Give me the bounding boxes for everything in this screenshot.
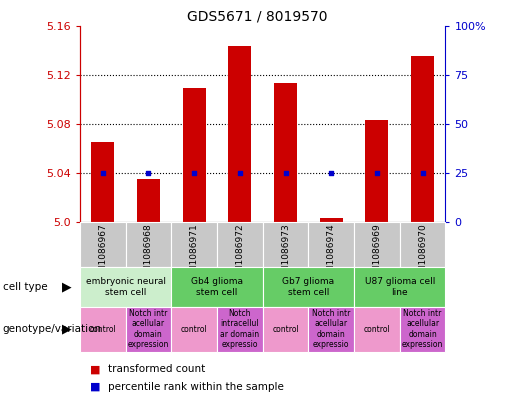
Text: Gb7 glioma
stem cell: Gb7 glioma stem cell bbox=[282, 277, 334, 297]
Bar bbox=[137, 179, 160, 222]
Text: transformed count: transformed count bbox=[108, 364, 205, 375]
Point bbox=[144, 170, 152, 176]
Bar bbox=[400, 307, 445, 352]
Bar bbox=[171, 307, 217, 352]
Text: GSM1086968: GSM1086968 bbox=[144, 223, 153, 284]
Point bbox=[419, 170, 427, 176]
Bar bbox=[217, 222, 263, 267]
Text: GSM1086972: GSM1086972 bbox=[235, 223, 244, 284]
Bar bbox=[228, 46, 251, 222]
Text: control: control bbox=[272, 325, 299, 334]
Bar bbox=[171, 222, 217, 267]
Text: GSM1086973: GSM1086973 bbox=[281, 223, 290, 284]
Text: Notch intr
acellular
domain
expression: Notch intr acellular domain expression bbox=[402, 309, 443, 349]
Text: control: control bbox=[364, 325, 390, 334]
Text: GSM1086969: GSM1086969 bbox=[372, 223, 382, 284]
Point bbox=[373, 170, 381, 176]
Bar bbox=[91, 142, 114, 222]
Bar bbox=[320, 219, 342, 222]
Bar bbox=[183, 88, 205, 222]
Point bbox=[190, 170, 198, 176]
Text: percentile rank within the sample: percentile rank within the sample bbox=[108, 382, 284, 392]
Text: control: control bbox=[89, 325, 116, 334]
Bar bbox=[263, 267, 354, 307]
Text: cell type: cell type bbox=[3, 282, 47, 292]
Text: Notch
intracellul
ar domain
expressio: Notch intracellul ar domain expressio bbox=[220, 309, 260, 349]
Bar bbox=[217, 307, 263, 352]
Bar bbox=[263, 222, 308, 267]
Bar bbox=[354, 222, 400, 267]
Bar bbox=[274, 83, 297, 222]
Text: Gb4 glioma
stem cell: Gb4 glioma stem cell bbox=[191, 277, 243, 297]
Text: GDS5671 / 8019570: GDS5671 / 8019570 bbox=[187, 10, 328, 24]
Bar bbox=[400, 222, 445, 267]
Bar bbox=[411, 56, 434, 222]
Text: embryonic neural
stem cell: embryonic neural stem cell bbox=[85, 277, 165, 297]
Bar bbox=[308, 307, 354, 352]
Text: genotype/variation: genotype/variation bbox=[3, 324, 101, 334]
Bar bbox=[354, 267, 445, 307]
Text: Notch intr
acellular
domain
expression: Notch intr acellular domain expression bbox=[128, 309, 169, 349]
Bar bbox=[126, 307, 171, 352]
Text: ▶: ▶ bbox=[62, 280, 72, 294]
Bar bbox=[80, 267, 171, 307]
Bar bbox=[263, 307, 308, 352]
Text: control: control bbox=[181, 325, 208, 334]
Bar bbox=[308, 222, 354, 267]
Text: GSM1086967: GSM1086967 bbox=[98, 223, 107, 284]
Bar bbox=[171, 267, 263, 307]
Point bbox=[327, 170, 335, 176]
Point bbox=[98, 170, 107, 176]
Text: GSM1086970: GSM1086970 bbox=[418, 223, 427, 284]
Text: Notch intr
acellular
domain
expressio: Notch intr acellular domain expressio bbox=[312, 309, 350, 349]
Text: U87 glioma cell
line: U87 glioma cell line bbox=[365, 277, 435, 297]
Bar bbox=[80, 307, 126, 352]
Text: GSM1086974: GSM1086974 bbox=[327, 223, 336, 284]
Text: ▶: ▶ bbox=[62, 323, 72, 336]
Text: GSM1086971: GSM1086971 bbox=[190, 223, 199, 284]
Bar bbox=[80, 222, 126, 267]
Bar bbox=[126, 222, 171, 267]
Point bbox=[236, 170, 244, 176]
Bar bbox=[354, 307, 400, 352]
Text: ■: ■ bbox=[90, 382, 100, 392]
Point bbox=[281, 170, 289, 176]
Bar bbox=[366, 120, 388, 222]
Text: ■: ■ bbox=[90, 364, 100, 375]
